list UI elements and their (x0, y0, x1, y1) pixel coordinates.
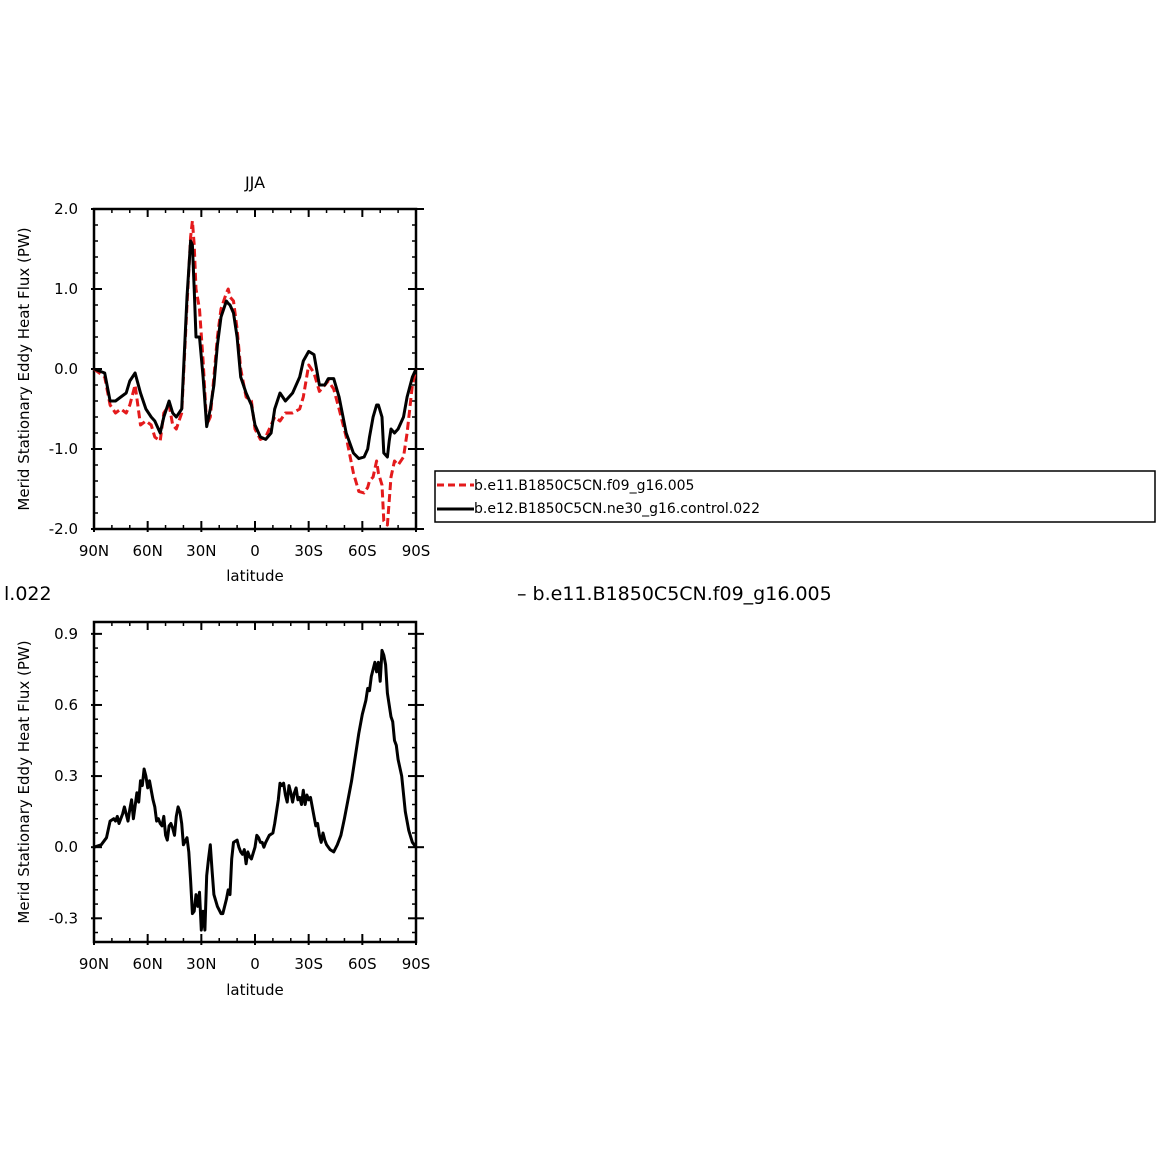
top-axis-ticks (91, 208, 424, 532)
top-y-tick-label: 0.0 (54, 360, 78, 378)
top-x-tick-label: 90N (79, 542, 109, 560)
top-y-tick-label: -2.0 (49, 520, 78, 538)
top-chart-title: JJA (244, 173, 265, 192)
bottom-plot-series (93, 648, 418, 932)
top-plot-series (93, 219, 418, 527)
top-panel: JJA 90N 60N 30N 0 30S 60S 90S -2.0 -1.0 0.0 1.0 2.0… (15, 173, 430, 585)
top-x-tick-label: 30S (294, 542, 323, 560)
bottom-y-axis-title: Merid Stationary Eddy Heat Flux (PW) (15, 640, 33, 923)
bottom-y-tick-label: 0.9 (54, 625, 78, 643)
bottom-y-tick-label: 0.6 (54, 696, 78, 714)
top-x-tick-label: 60N (133, 542, 163, 560)
bottom-axis-ticks (91, 622, 424, 945)
bottom-tick-labels: 90N 60N 30N 0 30S 60S 90S -0.3 0.0 0.3 0.6 0.9 (49, 625, 431, 973)
legend-frame (434, 470, 1156, 523)
bottom-series-line-1 (93, 648, 418, 932)
top-tick-labels: 90N 60N 30N 0 30S 60S 90S -2.0 -1.0 0.0 1.0 2.0 (49, 200, 431, 560)
top-legend: b.e11.B1850C5CN.f09_g16.005 b.e12.B1850C… (434, 470, 1156, 523)
top-series-line-2 (93, 239, 418, 461)
bottom-x-tick-label: 60S (348, 955, 377, 973)
top-x-axis-title: latitude (226, 567, 284, 585)
bottom-y-tick-label: 0.0 (54, 838, 78, 856)
clipped-legend-fragment: l.022 (4, 583, 52, 605)
top-y-tick-label: -1.0 (49, 440, 78, 458)
bottom-x-tick-label: 60N (133, 955, 163, 973)
top-plot-frame (92, 207, 418, 531)
bottom-x-tick-label: 0 (250, 955, 260, 973)
bottom-y-tick-label: 0.3 (54, 767, 78, 785)
floating-legend-text: – b.e11.B1850C5CN.f09_g16.005 (517, 583, 832, 605)
top-x-tick-label: 30N (186, 542, 216, 560)
top-x-tick-label: 60S (348, 542, 377, 560)
bottom-panel: 90N 60N 30N 0 30S 60S 90S -0.3 0.0 0.3 0.6 0.9 lati… (15, 620, 431, 999)
legend-entry-2-label: b.e12.B1850C5CN.ne30_g16.control.022 (474, 501, 760, 517)
top-x-tick-label: 90S (402, 542, 431, 560)
top-y-axis-title: Merid Stationary Eddy Heat Flux (PW) (15, 227, 33, 510)
top-y-tick-label: 1.0 (54, 280, 78, 298)
legend-entry-1-label: b.e11.B1850C5CN.f09_g16.005 (474, 478, 694, 494)
bottom-x-tick-label: 90S (402, 955, 431, 973)
top-x-tick-label: 0 (250, 542, 260, 560)
bottom-x-tick-label: 30S (294, 955, 323, 973)
bottom-x-tick-label: 30N (186, 955, 216, 973)
bottom-x-axis-title: latitude (226, 981, 284, 999)
bottom-x-tick-label: 90N (79, 955, 109, 973)
top-series-line-1 (93, 219, 418, 527)
top-y-tick-label: 2.0 (54, 200, 78, 218)
bottom-y-tick-label: -0.3 (49, 909, 78, 927)
